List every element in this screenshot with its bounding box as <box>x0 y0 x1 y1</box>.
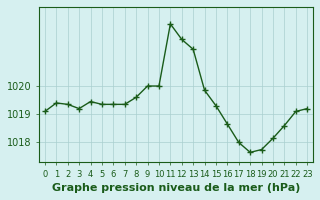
X-axis label: Graphe pression niveau de la mer (hPa): Graphe pression niveau de la mer (hPa) <box>52 183 300 193</box>
